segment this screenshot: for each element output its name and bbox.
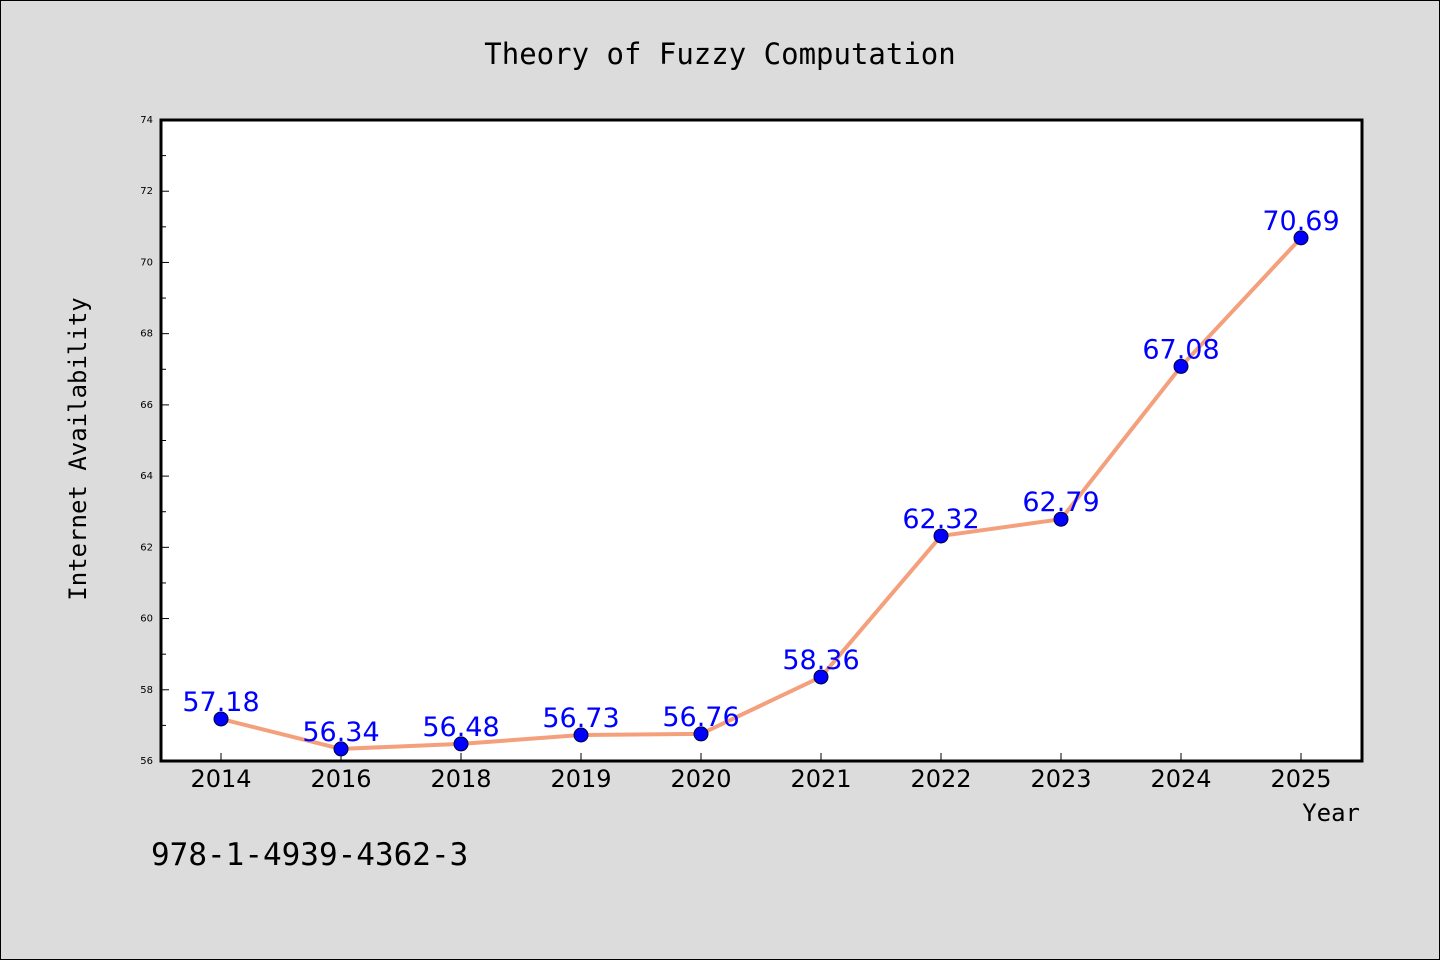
y-tick-label: 72: [140, 186, 153, 197]
y-tick-label: 62: [140, 542, 153, 553]
data-point-marker: [333, 741, 349, 757]
x-tick-label: 2024: [1150, 765, 1211, 793]
y-tick-label: 70: [140, 257, 153, 268]
series-layer: 57.18 56.34 56.48 56.73 56.76 58.36 62.32 62.79…: [182, 206, 1340, 757]
data-point-marker: [1053, 511, 1069, 527]
plot-area: [159, 118, 1364, 763]
data-label: 56.76: [662, 702, 739, 733]
data-label: 56.48: [422, 712, 499, 743]
series-line: [220, 236, 1303, 751]
data-label: 70.69: [1262, 206, 1339, 237]
x-tick-label: 2016: [310, 765, 371, 793]
y-tick-label: 60: [140, 614, 153, 625]
data-label: 56.34: [302, 717, 379, 748]
x-tick-label: 2021: [790, 765, 851, 793]
data-point-marker: [693, 726, 709, 742]
data-point-marker: [573, 727, 589, 743]
y-tick-label: 66: [140, 400, 153, 411]
y-tick-label: 68: [140, 329, 153, 340]
x-tick-label: 2022: [910, 765, 971, 793]
isbn-label: 978-1-4939-4362-3: [151, 837, 468, 873]
y-axis: 56 58 60 62 64 66 68 70 72 74: [140, 115, 169, 767]
data-point-marker: [933, 528, 949, 544]
data-point-marker: [1173, 358, 1189, 374]
y-tick-label: 64: [140, 471, 153, 482]
y-tick-label: 56: [140, 756, 153, 767]
x-axis: 2014 2016 2018 2019 2020 2021 2022 2023 2024 2025: [190, 753, 1332, 793]
chart-title: Theory of Fuzzy Computation: [484, 37, 955, 71]
data-label: 62.79: [1022, 487, 1099, 518]
data-label: 58.36: [782, 645, 859, 676]
x-axis-label: Year: [1302, 799, 1360, 827]
x-tick-label: 2014: [190, 765, 251, 793]
x-tick-label: 2019: [550, 765, 611, 793]
data-point-marker: [453, 736, 469, 752]
y-tick-label: 74: [140, 115, 153, 126]
data-point-marker: [213, 711, 229, 727]
y-axis-label: Internet Availability: [64, 297, 92, 600]
data-label: 67.08: [1142, 334, 1219, 365]
x-tick-label: 2023: [1030, 765, 1091, 793]
data-label: 57.18: [182, 687, 259, 718]
data-point-marker: [813, 669, 829, 685]
x-tick-label: 2025: [1270, 765, 1331, 793]
y-tick-label: 58: [140, 685, 153, 696]
x-tick-label: 2020: [670, 765, 731, 793]
x-tick-label: 2018: [430, 765, 491, 793]
data-label: 56.73: [542, 703, 619, 734]
data-label: 62.32: [902, 504, 979, 535]
data-point-marker: [1293, 230, 1309, 246]
